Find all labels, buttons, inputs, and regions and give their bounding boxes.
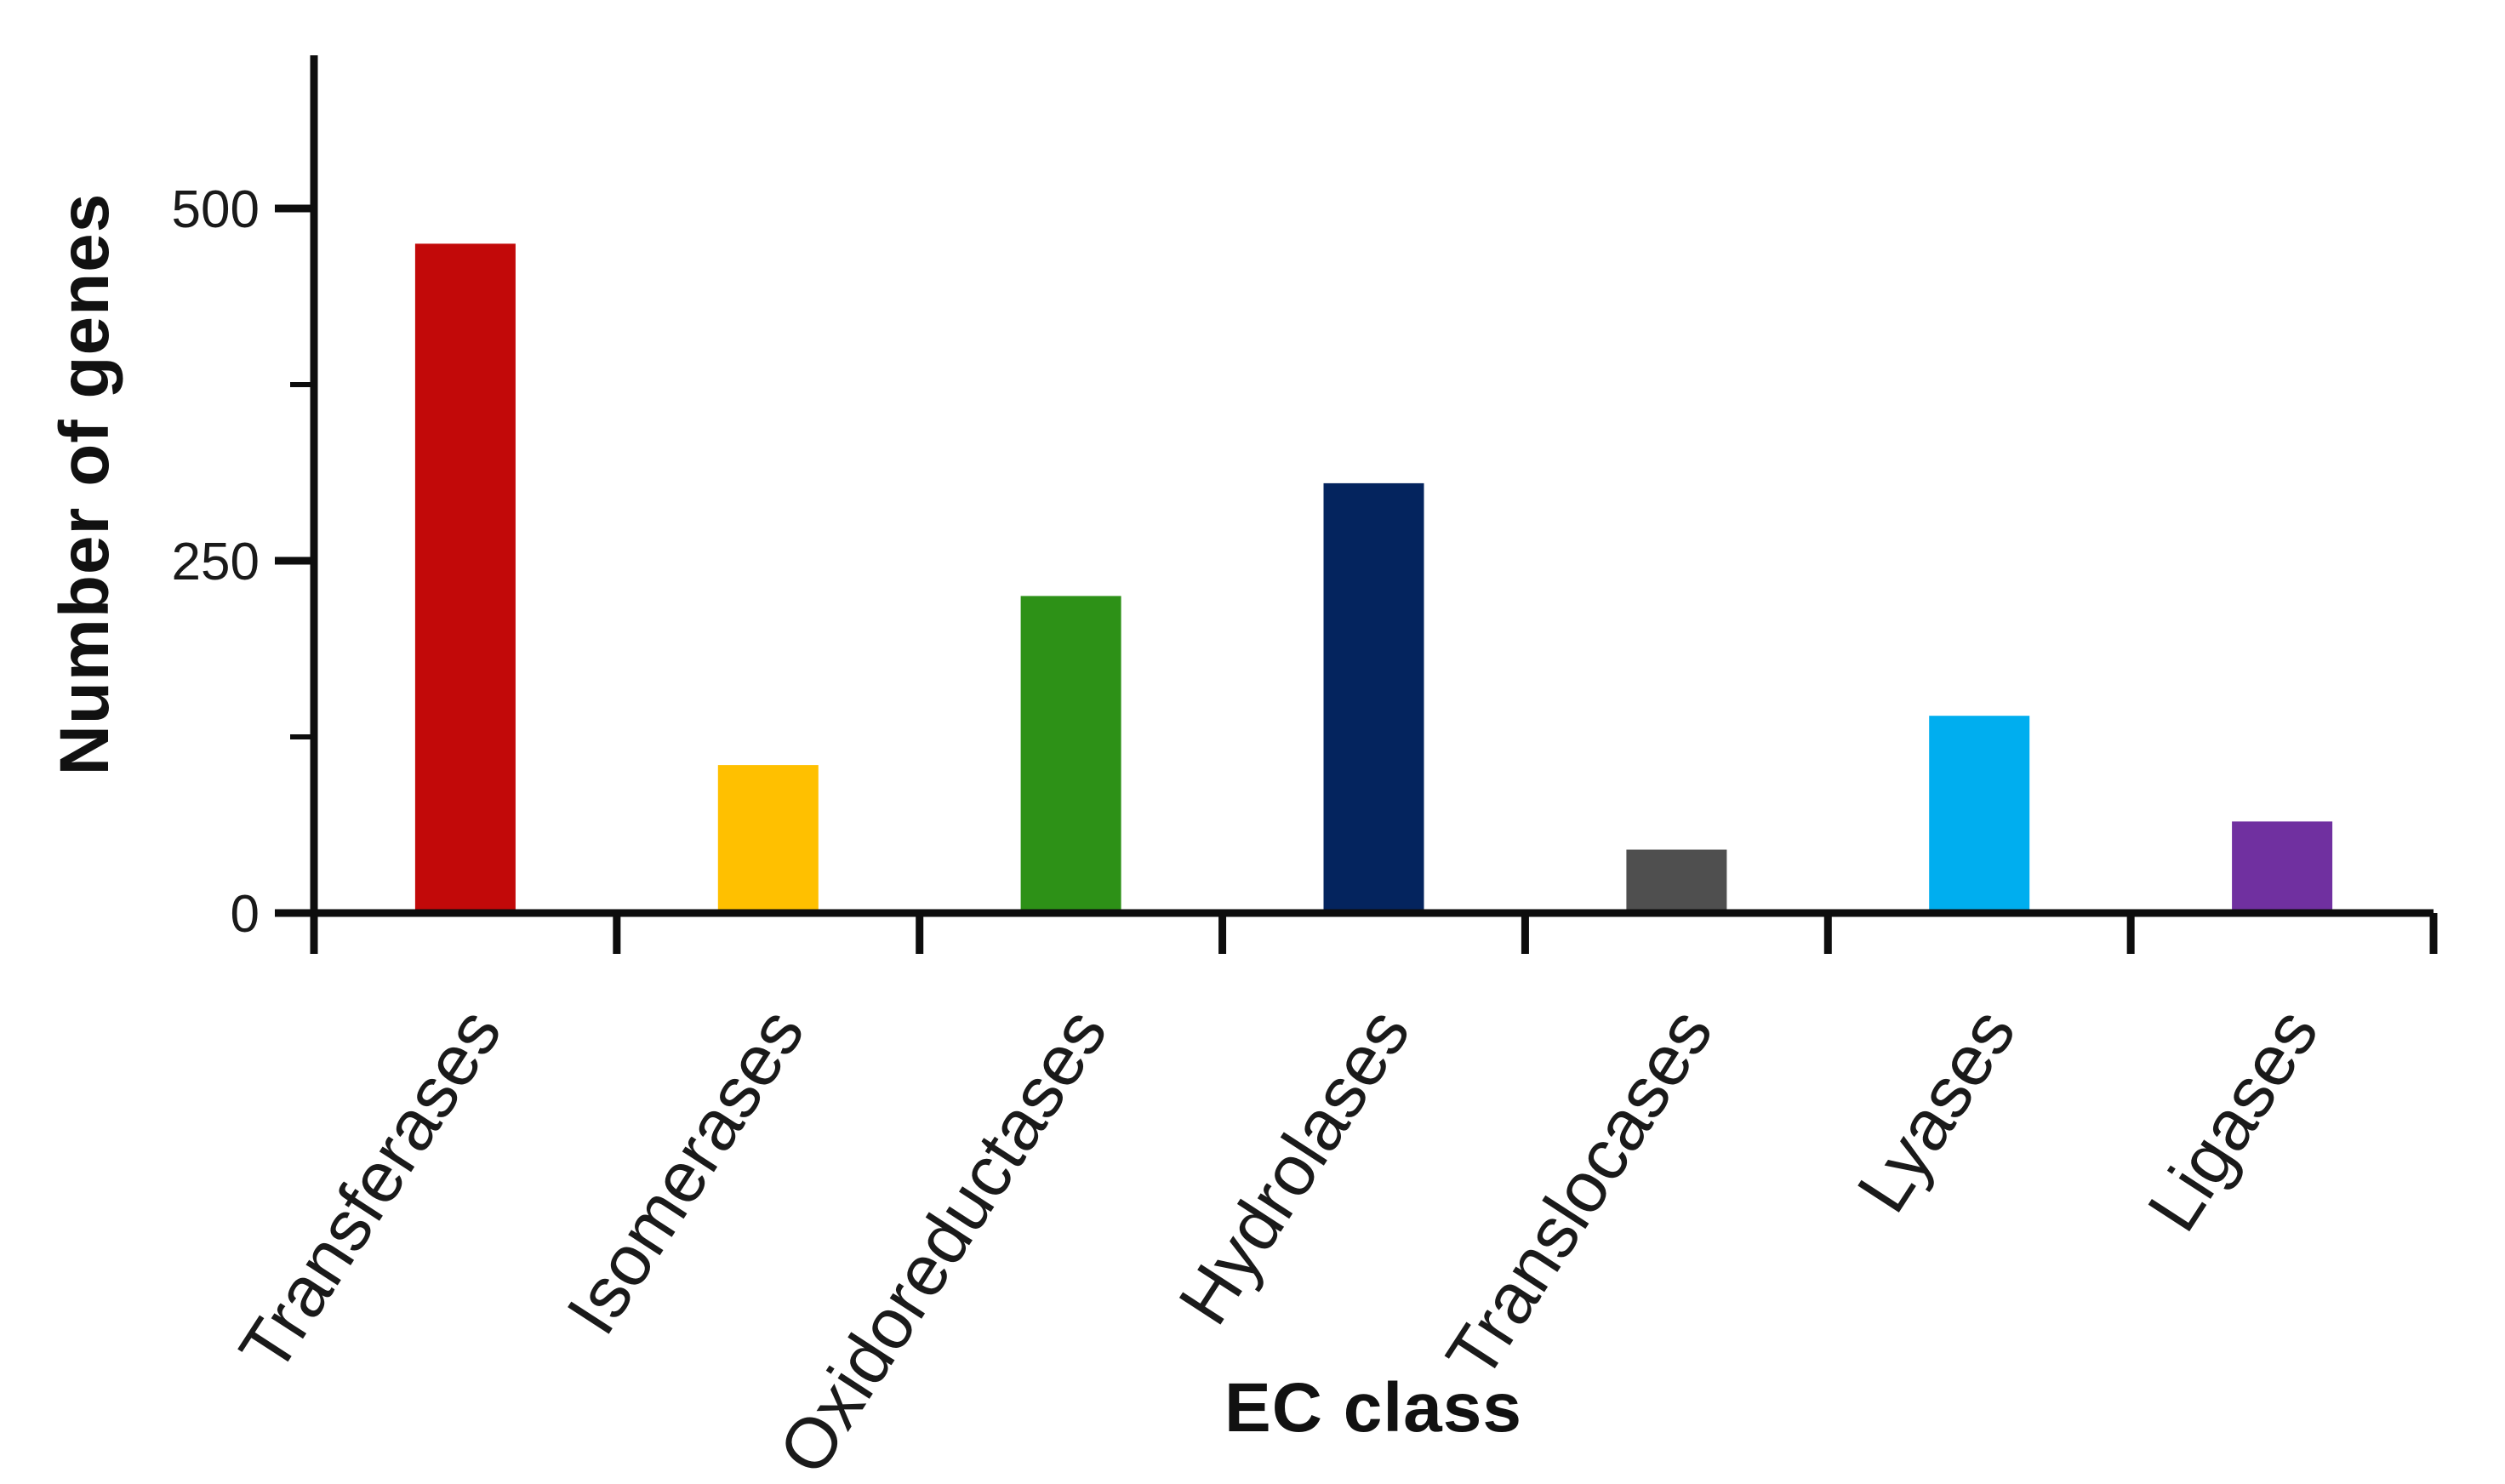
x-category-label: Transferases [224,995,516,1386]
x-category-label: Oxidoreductases [763,995,1122,1484]
x-category-label: Translocases [1430,995,1727,1393]
y-tick-label: 250 [172,533,260,591]
bar [1929,716,2030,913]
x-axis-title: EC class [1224,1369,1522,1447]
y-tick-label: 500 [172,180,260,239]
bar [1323,482,1424,913]
x-category-label: Hydrolases [1163,995,1425,1338]
x-category-label: Ligases [2132,995,2334,1245]
bar [2232,821,2333,913]
x-category-label: Isomerases [551,995,819,1348]
y-tick-label: 0 [231,885,260,944]
bar [414,243,516,913]
bar [717,765,819,913]
y-axis-title: Number of genes [46,192,123,776]
bar [1020,596,1121,913]
x-category-label: Lyases [1841,995,2030,1226]
bar [1626,849,1727,913]
